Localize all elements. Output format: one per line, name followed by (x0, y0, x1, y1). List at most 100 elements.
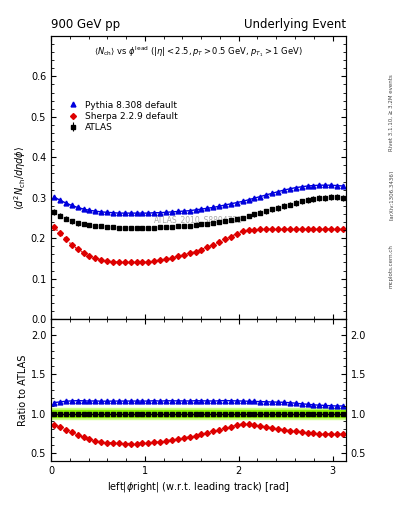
Sherpa 2.2.9 default (181, 252, 186, 258)
Text: mcplots.cern.ch: mcplots.cern.ch (389, 244, 393, 288)
Sherpa 2.2.9 default (64, 237, 68, 243)
Sherpa 2.2.9 default (334, 226, 339, 232)
Pythia 8.308 default (105, 209, 109, 216)
Sherpa 2.2.9 default (281, 226, 286, 232)
Pythia 8.308 default (87, 207, 92, 214)
Pythia 8.308 default (217, 203, 221, 209)
Sherpa 2.2.9 default (329, 226, 333, 232)
Sherpa 2.2.9 default (252, 227, 257, 233)
Pythia 8.308 default (240, 198, 245, 204)
Pythia 8.308 default (299, 184, 304, 190)
Pythia 8.308 default (140, 210, 145, 216)
Sherpa 2.2.9 default (117, 259, 121, 265)
Text: Underlying Event: Underlying Event (244, 18, 346, 31)
Pythia 8.308 default (311, 182, 316, 188)
Pythia 8.308 default (329, 182, 333, 188)
Sherpa 2.2.9 default (57, 230, 62, 237)
Pythia 8.308 default (187, 207, 192, 214)
Pythia 8.308 default (181, 208, 186, 214)
Pythia 8.308 default (158, 209, 163, 216)
Pythia 8.308 default (246, 197, 251, 203)
Pythia 8.308 default (323, 182, 328, 188)
Sherpa 2.2.9 default (187, 250, 192, 256)
Sherpa 2.2.9 default (123, 260, 127, 266)
Pythia 8.308 default (211, 204, 216, 210)
Legend: Pythia 8.308 default, Sherpa 2.2.9 default, ATLAS: Pythia 8.308 default, Sherpa 2.2.9 defau… (61, 97, 181, 136)
Y-axis label: Ratio to ATLAS: Ratio to ATLAS (18, 354, 28, 425)
Sherpa 2.2.9 default (211, 242, 216, 248)
Pythia 8.308 default (57, 197, 62, 203)
Pythia 8.308 default (128, 210, 133, 216)
Sherpa 2.2.9 default (69, 242, 74, 248)
Sherpa 2.2.9 default (234, 231, 239, 237)
Pythia 8.308 default (252, 195, 257, 201)
Y-axis label: $\langle d^2 N_\mathrm{ch}/d\eta d\phi \rangle$: $\langle d^2 N_\mathrm{ch}/d\eta d\phi \… (12, 145, 28, 209)
X-axis label: left|$\phi$right| (w.r.t. leading track) [rad]: left|$\phi$right| (w.r.t. leading track)… (107, 480, 290, 494)
Pythia 8.308 default (288, 186, 292, 192)
Pythia 8.308 default (341, 183, 345, 189)
Pythia 8.308 default (270, 190, 275, 196)
Sherpa 2.2.9 default (199, 246, 204, 252)
Pythia 8.308 default (275, 188, 280, 195)
Sherpa 2.2.9 default (288, 226, 292, 232)
Sherpa 2.2.9 default (246, 227, 251, 233)
Sherpa 2.2.9 default (228, 233, 233, 240)
Sherpa 2.2.9 default (264, 226, 268, 232)
Pythia 8.308 default (293, 184, 298, 190)
Text: $\langle N_\mathrm{ch}\rangle$ vs $\phi^\mathrm{lead}$ ($|\eta| < 2.5, p_T > 0.5: $\langle N_\mathrm{ch}\rangle$ vs $\phi^… (94, 45, 303, 59)
Pythia 8.308 default (334, 182, 339, 188)
Pythia 8.308 default (234, 200, 239, 206)
Sherpa 2.2.9 default (293, 226, 298, 232)
Sherpa 2.2.9 default (323, 226, 328, 232)
Bar (51, 411, 346, 417)
Sherpa 2.2.9 default (105, 258, 109, 264)
Sherpa 2.2.9 default (311, 226, 316, 232)
Pythia 8.308 default (281, 187, 286, 193)
Sherpa 2.2.9 default (240, 228, 245, 234)
Text: 900 GeV pp: 900 GeV pp (51, 18, 120, 31)
Line: Sherpa 2.2.9 default: Sherpa 2.2.9 default (52, 225, 345, 265)
Sherpa 2.2.9 default (193, 248, 198, 254)
Pythia 8.308 default (51, 194, 56, 200)
Sherpa 2.2.9 default (275, 226, 280, 232)
Pythia 8.308 default (258, 194, 263, 200)
Sherpa 2.2.9 default (217, 239, 221, 245)
Pythia 8.308 default (146, 210, 151, 216)
Pythia 8.308 default (99, 209, 104, 215)
Pythia 8.308 default (117, 210, 121, 216)
Sherpa 2.2.9 default (163, 256, 168, 262)
Text: ATLAS_2010_S8894728: ATLAS_2010_S8894728 (154, 216, 243, 224)
Pythia 8.308 default (81, 206, 86, 212)
Pythia 8.308 default (317, 182, 321, 188)
Pythia 8.308 default (228, 201, 233, 207)
Bar (51, 408, 346, 419)
Sherpa 2.2.9 default (258, 226, 263, 232)
Sherpa 2.2.9 default (205, 244, 209, 250)
Pythia 8.308 default (93, 208, 97, 214)
Sherpa 2.2.9 default (305, 226, 310, 232)
Pythia 8.308 default (152, 209, 157, 216)
Pythia 8.308 default (264, 192, 268, 198)
Pythia 8.308 default (222, 202, 227, 208)
Line: Pythia 8.308 default: Pythia 8.308 default (51, 183, 345, 216)
Sherpa 2.2.9 default (99, 257, 104, 263)
Sherpa 2.2.9 default (299, 226, 304, 232)
Pythia 8.308 default (75, 204, 80, 210)
Pythia 8.308 default (193, 207, 198, 213)
Sherpa 2.2.9 default (128, 260, 133, 266)
Sherpa 2.2.9 default (140, 259, 145, 265)
Sherpa 2.2.9 default (93, 255, 97, 261)
Pythia 8.308 default (110, 209, 115, 216)
Sherpa 2.2.9 default (270, 226, 275, 232)
Sherpa 2.2.9 default (51, 224, 56, 230)
Sherpa 2.2.9 default (169, 254, 174, 261)
Pythia 8.308 default (305, 183, 310, 189)
Sherpa 2.2.9 default (81, 250, 86, 256)
Sherpa 2.2.9 default (87, 252, 92, 259)
Pythia 8.308 default (176, 208, 180, 215)
Pythia 8.308 default (169, 209, 174, 215)
Sherpa 2.2.9 default (75, 246, 80, 252)
Text: Rivet 3.1.10, ≥ 3.2M events: Rivet 3.1.10, ≥ 3.2M events (389, 74, 393, 151)
Pythia 8.308 default (163, 209, 168, 216)
Pythia 8.308 default (199, 206, 204, 212)
